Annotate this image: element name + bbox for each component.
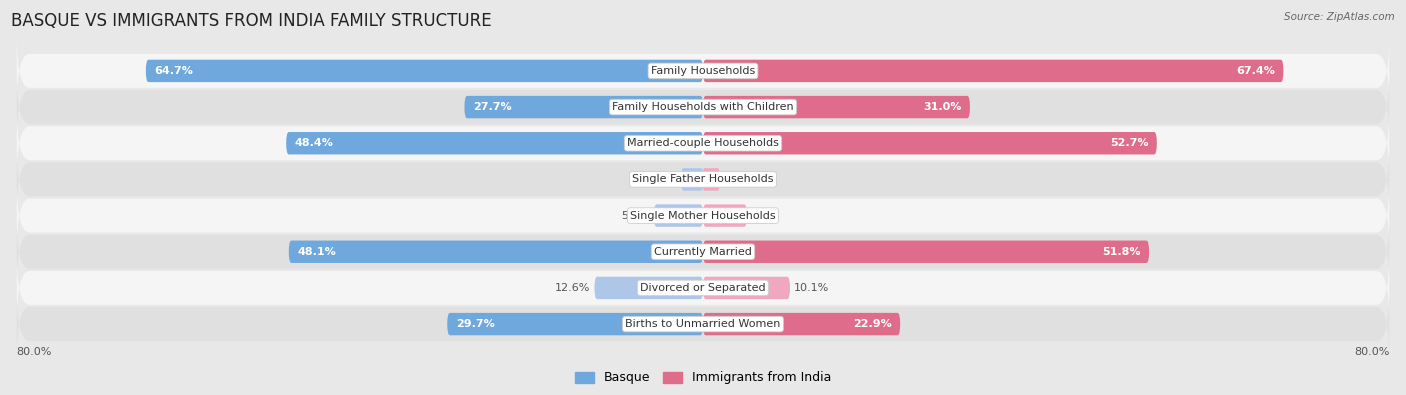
Text: 12.6%: 12.6% (555, 283, 591, 293)
Text: 52.7%: 52.7% (1109, 138, 1149, 148)
Text: 31.0%: 31.0% (922, 102, 962, 112)
FancyBboxPatch shape (17, 251, 1389, 325)
Text: 80.0%: 80.0% (1354, 347, 1389, 357)
Text: 10.1%: 10.1% (794, 283, 830, 293)
FancyBboxPatch shape (287, 132, 703, 154)
Text: 51.8%: 51.8% (1102, 247, 1140, 257)
Text: Source: ZipAtlas.com: Source: ZipAtlas.com (1284, 12, 1395, 22)
FancyBboxPatch shape (703, 132, 1157, 154)
Text: 5.1%: 5.1% (751, 211, 779, 220)
Text: Single Mother Households: Single Mother Households (630, 211, 776, 220)
FancyBboxPatch shape (17, 287, 1389, 361)
Text: BASQUE VS IMMIGRANTS FROM INDIA FAMILY STRUCTURE: BASQUE VS IMMIGRANTS FROM INDIA FAMILY S… (11, 12, 492, 30)
Text: 2.5%: 2.5% (648, 175, 678, 184)
Text: 80.0%: 80.0% (17, 347, 52, 357)
FancyBboxPatch shape (17, 142, 1389, 217)
FancyBboxPatch shape (703, 277, 790, 299)
Text: Family Households with Children: Family Households with Children (612, 102, 794, 112)
FancyBboxPatch shape (682, 168, 703, 191)
FancyBboxPatch shape (703, 96, 970, 118)
Text: Currently Married: Currently Married (654, 247, 752, 257)
FancyBboxPatch shape (17, 34, 1389, 108)
FancyBboxPatch shape (703, 60, 1284, 82)
FancyBboxPatch shape (447, 313, 703, 335)
FancyBboxPatch shape (703, 204, 747, 227)
Text: 29.7%: 29.7% (456, 319, 495, 329)
FancyBboxPatch shape (17, 106, 1389, 181)
Text: Divorced or Separated: Divorced or Separated (640, 283, 766, 293)
Text: 64.7%: 64.7% (155, 66, 193, 76)
FancyBboxPatch shape (703, 241, 1149, 263)
Text: Births to Unmarried Women: Births to Unmarried Women (626, 319, 780, 329)
FancyBboxPatch shape (17, 214, 1389, 289)
Text: Married-couple Households: Married-couple Households (627, 138, 779, 148)
Text: Family Households: Family Households (651, 66, 755, 76)
Text: 27.7%: 27.7% (472, 102, 512, 112)
FancyBboxPatch shape (595, 277, 703, 299)
Text: 5.7%: 5.7% (621, 211, 650, 220)
FancyBboxPatch shape (146, 60, 703, 82)
Text: 22.9%: 22.9% (853, 319, 891, 329)
FancyBboxPatch shape (703, 168, 720, 191)
FancyBboxPatch shape (703, 313, 900, 335)
FancyBboxPatch shape (654, 204, 703, 227)
Text: Single Father Households: Single Father Households (633, 175, 773, 184)
Text: 48.4%: 48.4% (295, 138, 333, 148)
FancyBboxPatch shape (288, 241, 703, 263)
Text: 48.1%: 48.1% (298, 247, 336, 257)
FancyBboxPatch shape (17, 70, 1389, 144)
Text: 67.4%: 67.4% (1236, 66, 1275, 76)
FancyBboxPatch shape (17, 178, 1389, 253)
FancyBboxPatch shape (464, 96, 703, 118)
Text: 1.9%: 1.9% (724, 175, 752, 184)
Legend: Basque, Immigrants from India: Basque, Immigrants from India (569, 367, 837, 389)
